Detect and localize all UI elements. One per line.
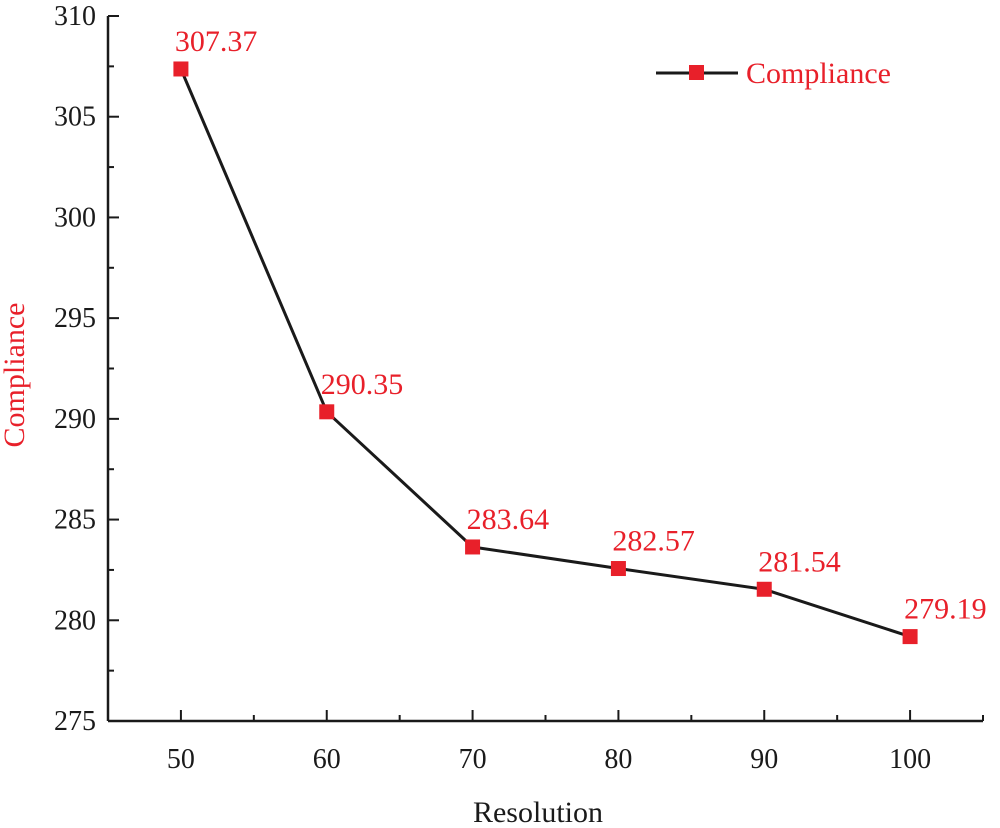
x-tick-label: 70 [459,744,487,775]
x-axis-title: Resolution [473,796,603,828]
series-line [179,68,911,639]
y-tick-label: 300 [54,202,96,233]
data-label: 282.57 [612,525,695,558]
data-labels: 307.37 290.35 283.64 282.57 281.54 279.19 [175,25,987,626]
legend: Compliance [656,57,891,90]
y-tick-label: 290 [54,404,96,435]
x-tick-label: 60 [313,744,341,775]
y-tick-label: 285 [54,505,96,536]
data-point [465,539,481,555]
data-label: 283.64 [467,503,550,536]
legend-label: Compliance [746,57,891,90]
axes [106,16,983,723]
y-axis-ticks: 275 280 285 290 295 300 305 310 [54,1,119,737]
data-point [756,581,772,597]
legend-marker [689,65,704,80]
x-tick-label: 80 [604,744,632,775]
data-point [173,61,189,77]
data-label: 281.54 [758,545,841,578]
data-point [319,404,335,420]
data-label: 307.37 [175,25,258,58]
y-tick-label: 280 [54,605,96,636]
x-tick-label: 90 [750,744,778,775]
data-point [610,561,626,577]
y-tick-label: 275 [54,706,96,737]
x-tick-label: 100 [889,744,931,775]
x-axis-ticks: 50 60 70 80 90 100 [107,710,984,775]
x-tick-label: 50 [167,744,195,775]
data-point [902,629,918,645]
y-tick-label: 310 [54,1,96,32]
y-axis-title: Compliance [0,303,31,448]
series-group [173,61,918,645]
y-tick-label: 295 [54,303,96,334]
data-label: 290.35 [321,368,404,401]
y-tick-label: 305 [54,102,96,133]
data-label: 279.19 [904,593,987,626]
